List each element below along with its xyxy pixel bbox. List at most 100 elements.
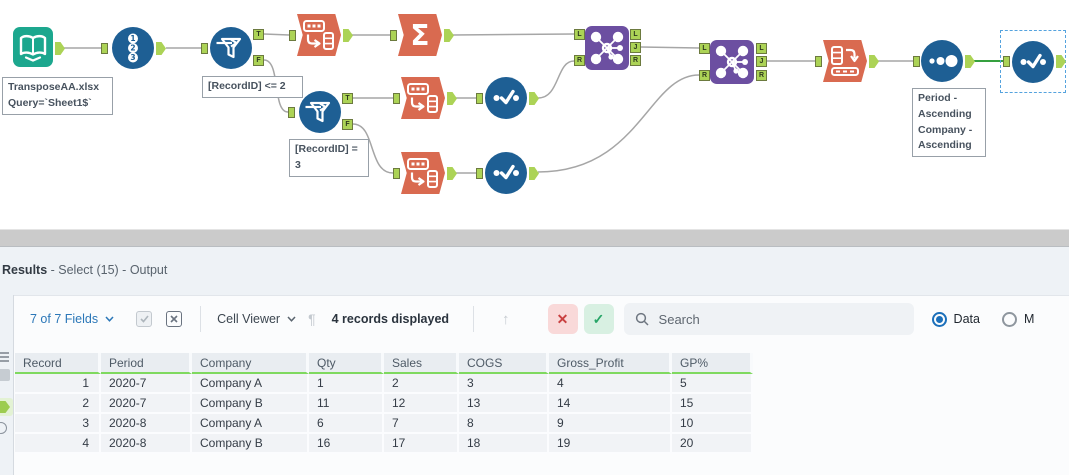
cross-tab-2-tool[interactable] xyxy=(401,77,445,119)
anchor-R[interactable]: R xyxy=(699,70,710,81)
panel-toggle-icon[interactable] xyxy=(0,369,10,381)
connection-wire[interactable] xyxy=(537,60,575,99)
cell-gp%[interactable]: 15 xyxy=(672,394,753,414)
col-header-gp%[interactable]: GP% xyxy=(672,353,753,374)
cell-gross_profit[interactable]: 4 xyxy=(549,374,672,394)
up-arrow-icon[interactable]: ↑ xyxy=(502,310,510,328)
table-row[interactable]: 2 2020-7 Company B 11 12 13 14 15 xyxy=(15,394,753,414)
anchor-R[interactable]: R xyxy=(630,55,641,66)
cell-qty[interactable]: 16 xyxy=(309,434,384,454)
anchor-R[interactable]: R xyxy=(756,70,767,81)
input-data-tool[interactable] xyxy=(13,27,53,67)
cross-tab-1-tool[interactable] xyxy=(297,14,341,56)
radio-metadata[interactable]: M xyxy=(1001,311,1034,327)
sort-annotation[interactable]: Period - Ascending Company - Ascending xyxy=(912,88,986,157)
filter-2-tool[interactable] xyxy=(299,91,341,133)
cell-cogs[interactable]: 3 xyxy=(459,374,549,394)
anchor-T[interactable]: T xyxy=(253,29,264,40)
cell-cogs[interactable]: 13 xyxy=(459,394,549,414)
cell-gp%[interactable]: 10 xyxy=(672,414,753,434)
anchor-R[interactable]: R xyxy=(574,55,585,66)
search-box[interactable] xyxy=(623,303,914,335)
cell-gp%[interactable]: 5 xyxy=(672,374,753,394)
workflow-canvas[interactable]: TransposeAA.xlsx Query=`Sheet1$` 1 2 3 [Reco… xyxy=(0,0,1069,229)
cell-record[interactable]: 3 xyxy=(15,414,101,434)
cell-period[interactable]: 2020-7 xyxy=(101,374,192,394)
input-anchor[interactable] xyxy=(1003,56,1010,67)
cell-sales[interactable]: 12 xyxy=(384,394,459,414)
sort-tool[interactable] xyxy=(921,40,963,82)
splitter-bar[interactable] xyxy=(0,229,1069,247)
filter-2-annotation[interactable]: [RecordID] = 3 xyxy=(289,139,369,177)
cell-sales[interactable]: 17 xyxy=(384,434,459,454)
input-anchor[interactable] xyxy=(101,43,108,54)
cell-company[interactable]: Company A xyxy=(192,414,309,434)
fields-dropdown[interactable]: 7 of 7 Fields xyxy=(30,312,114,326)
output-anchor[interactable] xyxy=(447,167,457,180)
cell-sales[interactable]: 7 xyxy=(384,414,459,434)
anchor-F[interactable]: F xyxy=(342,119,353,130)
output-anchor[interactable] xyxy=(529,92,539,105)
input-data-annotation[interactable]: TransposeAA.xlsx Query=`Sheet1$` xyxy=(2,77,113,115)
cell-gross_profit[interactable]: 14 xyxy=(549,394,672,414)
input-anchor[interactable] xyxy=(390,30,397,41)
anchor-J[interactable]: J xyxy=(630,42,641,53)
cancel-button[interactable]: ✕ xyxy=(547,304,578,334)
select-2-tool[interactable] xyxy=(485,152,527,194)
output-anchor[interactable] xyxy=(444,29,454,42)
cell-company[interactable]: Company A xyxy=(192,374,309,394)
output-anchor[interactable] xyxy=(869,55,879,68)
col-header-qty[interactable]: Qty xyxy=(309,353,384,374)
cell-sales[interactable]: 2 xyxy=(384,374,459,394)
input-anchor[interactable] xyxy=(201,43,208,54)
cell-company[interactable]: Company B xyxy=(192,394,309,414)
connection-wire[interactable] xyxy=(452,33,575,36)
input-anchor[interactable] xyxy=(393,93,400,104)
cell-record[interactable]: 2 xyxy=(15,394,101,414)
col-header-gross_profit[interactable]: Gross_Profit xyxy=(549,353,672,374)
col-header-cogs[interactable]: COGS xyxy=(459,353,549,374)
cell-company[interactable]: Company B xyxy=(192,434,309,454)
apply-button[interactable]: ✓ xyxy=(583,304,614,334)
output-anchor[interactable] xyxy=(55,42,65,55)
input-anchor[interactable] xyxy=(476,168,483,179)
col-header-sales[interactable]: Sales xyxy=(384,353,459,374)
anchor-T[interactable]: T xyxy=(342,93,353,104)
input-anchor[interactable] xyxy=(815,56,822,67)
cell-gross_profit[interactable]: 9 xyxy=(549,414,672,434)
cell-record[interactable]: 1 xyxy=(15,374,101,394)
output-anchor[interactable] xyxy=(447,92,457,105)
output-anchor[interactable] xyxy=(965,55,975,68)
input-anchor[interactable] xyxy=(288,107,295,118)
join-1-tool[interactable] xyxy=(585,26,629,70)
radio-data[interactable]: Data xyxy=(931,311,980,327)
anchor-L[interactable]: L xyxy=(630,29,641,40)
cell-qty[interactable]: 1 xyxy=(309,374,384,394)
cell-record[interactable]: 4 xyxy=(15,434,101,454)
transpose-tool[interactable] xyxy=(823,40,867,82)
cell-cogs[interactable]: 8 xyxy=(459,414,549,434)
cell-gross_profit[interactable]: 19 xyxy=(549,434,672,454)
col-header-company[interactable]: Company xyxy=(192,353,309,374)
anchor-L[interactable]: L xyxy=(699,43,710,54)
cell-qty[interactable]: 6 xyxy=(309,414,384,434)
connection-wire[interactable] xyxy=(263,33,290,36)
info-circle-icon[interactable] xyxy=(0,422,7,434)
table-row[interactable]: 3 2020-8 Company A 6 7 8 9 10 xyxy=(15,414,753,434)
connection-wire[interactable] xyxy=(352,123,394,174)
select-output-tool[interactable] xyxy=(1012,41,1054,83)
anchor-J[interactable]: J xyxy=(756,56,767,67)
output-anchor-button[interactable] xyxy=(0,398,13,416)
output-anchor[interactable] xyxy=(1056,55,1066,68)
col-header-period[interactable]: Period xyxy=(101,353,192,374)
cell-period[interactable]: 2020-8 xyxy=(101,434,192,454)
summarize-tool[interactable]: Σ xyxy=(398,14,442,56)
connection-wire[interactable] xyxy=(537,74,700,173)
join-2-tool[interactable] xyxy=(710,40,754,84)
cell-cogs[interactable]: 18 xyxy=(459,434,549,454)
cell-qty[interactable]: 11 xyxy=(309,394,384,414)
filter-1-annotation[interactable]: [RecordID] <= 2 xyxy=(202,76,303,98)
output-anchor[interactable] xyxy=(343,29,353,42)
